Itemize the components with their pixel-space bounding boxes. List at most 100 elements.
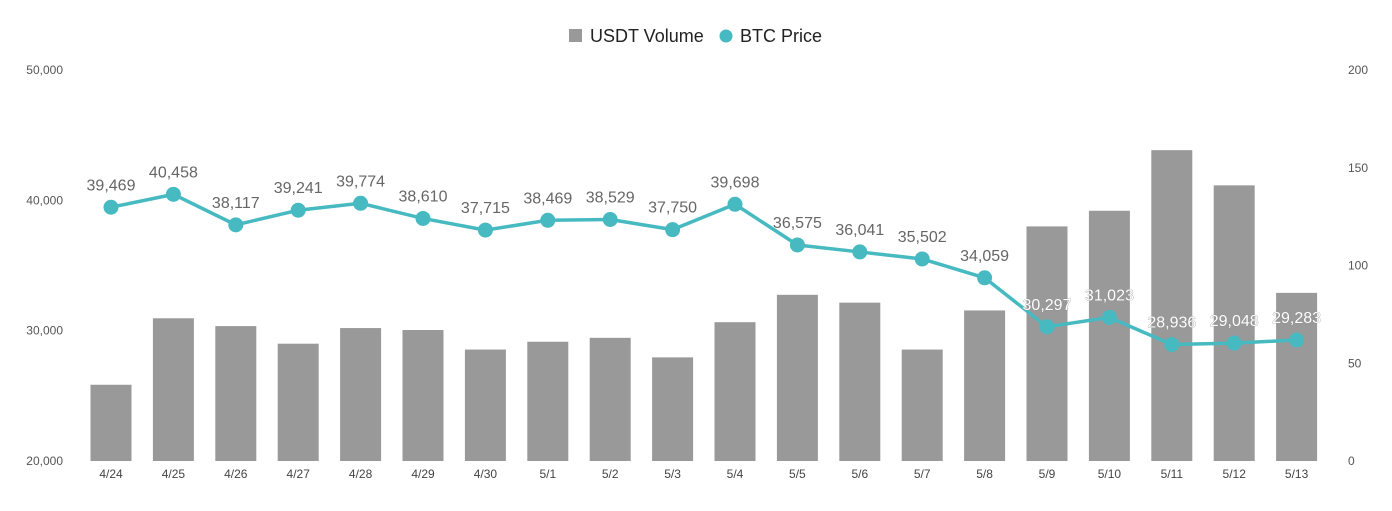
data-label-btc-price: 35,502 [898,229,947,246]
data-label-btc-price: 39,774 [336,173,385,190]
x-tick-label: 5/12 [1223,467,1247,481]
bar-usdt-volume [1213,185,1255,461]
x-tick-label: 4/25 [162,467,186,481]
y-right-tick-label: 150 [1348,161,1368,175]
data-labels: 39,469 40,458 38,117 39,241 39,774 38,610 37,7… [87,164,1322,331]
data-label-btc-price: 36,575 [773,215,822,232]
y-left-tick-label: 20,000 [26,454,63,468]
point-btc-price [602,212,618,228]
line-btc-price [109,192,1299,347]
legend-marker-usdt-volume [569,29,582,42]
y-right-tick-label: 200 [1348,63,1368,77]
bar-usdt-volume [839,302,881,461]
data-label-btc-price: 37,715 [461,200,510,217]
point-btc-price [165,186,181,202]
y-left-tick-label: 30,000 [26,324,63,338]
data-label-btc-price: 34,059 [960,248,1009,265]
data-label-btc-price: 39,698 [711,174,760,191]
data-label-btc-price: 29,048 [1210,313,1259,330]
legend-marker-btc-price [719,29,733,43]
data-label-btc-price: 38,117 [212,195,260,212]
x-tick-label: 4/24 [99,467,123,481]
x-tick-label: 5/5 [789,467,806,481]
legend-label-btc-price: BTC Price [740,26,822,46]
y-right-tick-label: 100 [1348,259,1368,273]
x-axis: 4/24 4/25 4/26 4/27 4/28 4/29 4/30 5/1 5/2 5/3 5/4… [99,467,1308,481]
point-btc-price [290,202,306,218]
data-label-btc-price: 39,469 [87,177,136,194]
point-btc-price [789,237,805,253]
x-tick-label: 5/2 [602,467,619,481]
x-tick-label: 4/28 [349,467,373,481]
point-btc-price [914,251,930,267]
point-btc-price [415,210,431,226]
point-btc-price [1039,319,1055,335]
bar-usdt-volume [1276,292,1318,461]
y-left-tick-label: 40,000 [26,193,63,207]
bar-usdt-volume [964,310,1006,461]
x-tick-label: 5/3 [664,467,681,481]
bar-usdt-volume [652,357,694,461]
x-tick-label: 5/9 [1039,467,1056,481]
y-axis-left: 20,000 30,000 40,000 50,000 [26,63,63,468]
bar-usdt-volume [776,294,818,461]
bar-usdt-volume [402,330,444,461]
x-tick-label: 5/6 [851,467,868,481]
x-tick-label: 4/27 [287,467,311,481]
point-btc-price [977,270,993,286]
x-tick-label: 5/8 [976,467,993,481]
legend-label-usdt-volume: USDT Volume [590,26,704,46]
data-label-btc-price: 36,041 [835,222,884,239]
data-label-btc-price: 28,936 [1147,315,1196,332]
y-left-tick-label: 50,000 [26,63,63,77]
bar-usdt-volume [1151,150,1193,461]
y-axis-right: 0 50 100 150 200 [1348,63,1368,468]
data-label-btc-price: 38,610 [399,188,448,205]
bar-usdt-volume [1026,226,1068,461]
data-label-btc-price: 40,458 [149,164,198,181]
x-tick-label: 5/4 [727,467,744,481]
y-right-tick-label: 50 [1348,356,1362,370]
data-label-btc-price: 39,241 [274,180,323,197]
line-series-btc-price [109,192,1299,347]
data-label-btc-price: 37,750 [648,200,697,217]
y-right-tick-label: 0 [1348,454,1355,468]
point-btc-price [477,222,493,238]
point-btc-price [727,196,743,212]
x-tick-label: 5/11 [1161,467,1184,481]
data-label-btc-price: 31,023 [1085,287,1134,304]
data-label-btc-price: 38,469 [523,190,572,207]
point-btc-price [228,217,244,233]
bar-usdt-volume [277,343,319,461]
point-btc-price [1289,332,1305,348]
point-btc-price [1101,309,1117,325]
point-btc-price [852,244,868,260]
bar-usdt-volume [340,328,382,461]
bar-usdt-volume [152,318,194,461]
point-btc-price [1164,337,1180,353]
point-btc-price [540,212,556,228]
x-tick-label: 4/30 [474,467,498,481]
bar-usdt-volume [215,326,257,461]
point-btc-price [665,222,681,238]
data-label-btc-price: 30,297 [1023,297,1072,314]
x-tick-label: 5/7 [914,467,931,481]
data-label-btc-price: 38,529 [586,190,635,207]
x-tick-label: 5/10 [1098,467,1122,481]
data-label-btc-price: 29,283 [1272,310,1321,327]
point-btc-price [353,195,369,211]
point-btc-price [103,199,119,215]
point-btc-price [1226,335,1242,351]
bar-usdt-volume [90,384,132,461]
bar-series-usdt-volume [90,150,1318,461]
x-tick-label: 4/26 [224,467,248,481]
line-points [103,186,1305,353]
bar-usdt-volume [589,337,631,461]
bar-usdt-volume [464,349,506,461]
x-tick-label: 5/1 [539,467,556,481]
bar-usdt-volume [1088,210,1130,461]
legend: USDT Volume BTC Price [569,26,822,46]
x-tick-label: 5/13 [1285,467,1309,481]
